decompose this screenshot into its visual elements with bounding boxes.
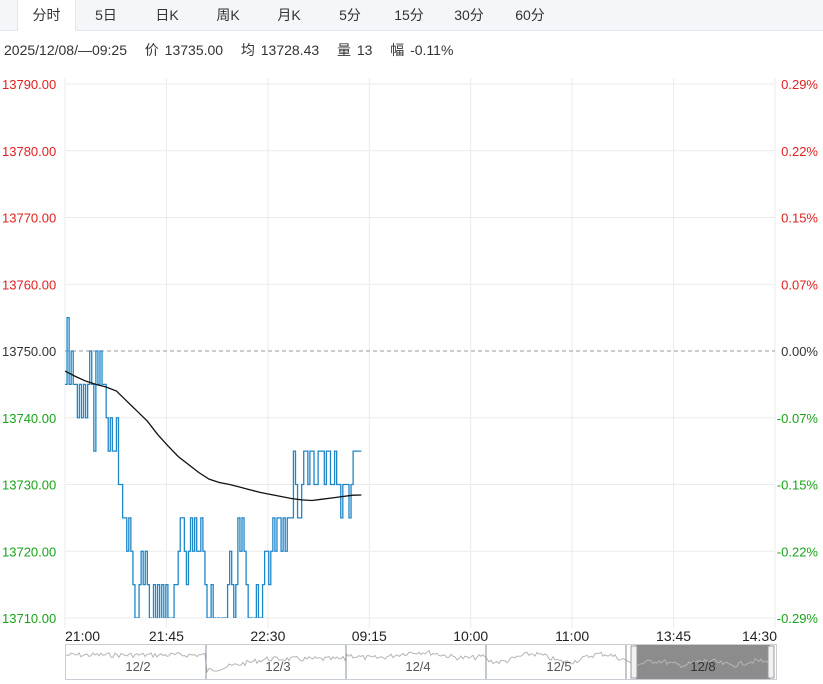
tab-monthly-k[interactable]: 月K [277,7,301,23]
navigator-day-label: 12/8 [690,659,715,674]
navigator-day-label: 12/5 [546,659,571,674]
period-tab-bar: 分时 5日 日K 周K 月K 5分 15分 30分 60分 [0,0,823,31]
y-tick-label: 13720.00 [2,544,56,559]
x-tick-label: 22:30 [250,628,285,644]
tab-weekly-k[interactable]: 周K [216,7,240,23]
quote-info-bar: 2025/12/08/—09:25 价 13735.00 均 13728.43 … [4,40,455,60]
pct-tick-label: 0.15% [781,211,818,226]
x-tick-label: 10:00 [453,628,488,644]
y-tick-label: 13770.00 [2,211,56,226]
y-tick-label: 13740.00 [2,411,56,426]
x-tick-label: 21:45 [149,628,184,644]
navigator-left-handle [630,645,638,679]
info-change-label: 幅 [390,42,405,58]
pct-tick-label: 0.22% [781,144,818,159]
tab-15min[interactable]: 15分 [394,7,424,23]
tab-5min[interactable]: 5分 [339,7,361,23]
x-tick-label: 21:00 [65,628,100,644]
info-datetime: 2025/12/08/—09:25 [4,42,127,58]
tab-5day[interactable]: 5日 [95,7,117,23]
y-tick-label: 13710.00 [2,611,56,626]
x-tick-label: 11:00 [555,628,589,644]
pct-tick-label: -0.07% [777,411,819,426]
y-tick-label: 13730.00 [2,478,56,493]
tab-intraday[interactable]: 分时 [17,0,76,31]
tab-60min[interactable]: 60分 [515,7,545,23]
info-price-value: 13735.00 [164,42,224,58]
info-price-label: 价 [144,42,159,58]
tab-daily-k[interactable]: 日K [155,7,179,23]
x-tick-label: 13:45 [656,628,691,644]
info-avg-value: 13728.43 [260,42,320,58]
tab-30min[interactable]: 30分 [454,7,484,23]
navigator-sparkline-path [66,649,770,674]
navigator-day-label: 12/3 [265,659,290,674]
pct-tick-label: -0.15% [777,478,819,493]
navigator-day-label: 12/2 [125,659,150,674]
x-tick-label: 09:15 [352,628,387,644]
pct-tick-label: -0.29% [777,611,819,626]
info-volume-label: 量 [336,42,351,58]
pct-tick-label: 0.07% [781,277,818,292]
average-price-line [65,370,362,502]
x-tick-label: 14:30 [742,628,777,644]
y-tick-label: 13790.00 [2,77,56,92]
pct-tick-label: 0.00% [781,344,818,359]
navigator-day-label: 12/4 [405,659,430,674]
price-line [65,316,362,618]
y-tick-label: 13750.00 [2,344,56,359]
pct-tick-label: -0.22% [777,544,819,559]
y-tick-label: 13760.00 [2,277,56,292]
info-avg-label: 均 [240,42,255,58]
time-range-navigator[interactable]: 12/2 12/3 12/4 12/5 12/8 [65,644,777,680]
y-tick-label: 13780.00 [2,144,56,159]
pct-tick-label: 0.29% [781,77,818,92]
info-volume-value: 13 [356,42,373,58]
navigator-sparkline: 12/2 12/3 12/4 12/5 12/8 [66,645,775,679]
info-change-value: -0.11% [410,42,454,58]
navigator-right-handle [767,645,775,679]
